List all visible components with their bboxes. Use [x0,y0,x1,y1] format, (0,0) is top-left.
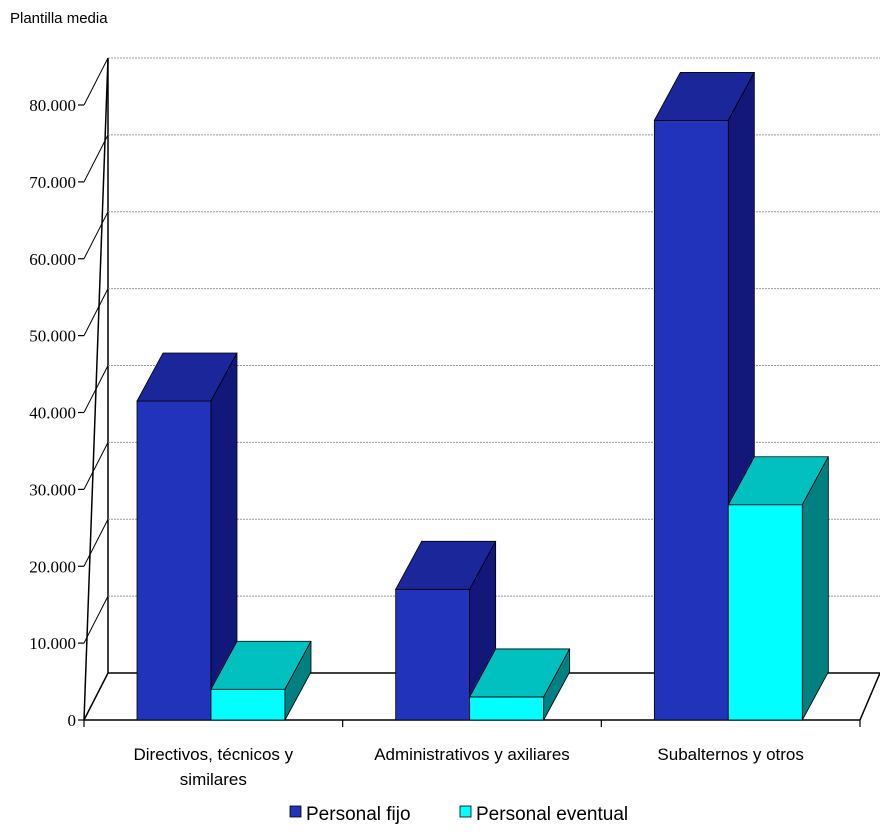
legend-swatch [289,805,302,818]
bar-side-face [801,456,829,721]
y-tick-label: 40.000 [29,404,76,423]
y-tick-label: 30.000 [29,480,76,499]
x-category-label: Administrativos y axiliares [374,745,570,764]
y-tick-label: 70.000 [29,173,76,192]
gridline-wall-diagonal [83,134,109,183]
y-tick-label: 50.000 [29,327,76,346]
bar-front-face [210,688,286,721]
bar-side-face [284,641,312,721]
bar-front-face [469,696,545,721]
bar-front-face [136,400,212,721]
gridline-wall-diagonal [83,288,109,336]
x-category-label: similares [180,770,247,789]
bar-side-face [543,648,571,721]
floor-right-edge [859,672,880,721]
x-category-label: Subalternos y otros [657,745,803,764]
y-tick-label: 10.000 [29,634,76,653]
bar-front-face [395,588,471,721]
gridline-wall-diagonal [83,519,109,567]
y-axis: 0 10.000 20.000 30.000 40.000 50.000 60.000 70.… [29,96,84,730]
bar-personal-fijo [394,540,497,721]
legend-swatch [459,805,472,818]
legend: Personal fijo Personal eventual [289,804,628,825]
x-axis: Directivos, técnicos y similares Administr… [83,719,861,789]
gridline-wall-diagonal [83,57,109,106]
bar-front-face [653,119,729,721]
legend-label: Personal eventual [476,804,628,825]
legend-item: Personal eventual [459,804,628,825]
y-tick-label: 0 [68,711,77,730]
chart-title: Plantilla media [10,10,108,27]
gridline-wall-diagonal [83,595,109,644]
bar-front-face [727,504,803,721]
y-tick-label: 80.000 [29,96,76,115]
gridline-wall-diagonal [83,211,109,259]
y-tick-label: 20.000 [29,557,76,576]
gridline-wall-diagonal [83,365,109,413]
y-tick-label: 60.000 [29,250,76,269]
x-category-label: Directivos, técnicos y [133,745,293,764]
bars [136,71,830,721]
legend-label: Personal fijo [306,804,411,825]
legend-item: Personal fijo [289,804,411,825]
bar-personal-eventual [727,456,830,721]
bar-personal-eventual [468,648,571,721]
bar-personal-eventual [210,640,312,721]
bar-personal-fijo [136,352,238,721]
gridline-wall-diagonal [83,442,109,490]
